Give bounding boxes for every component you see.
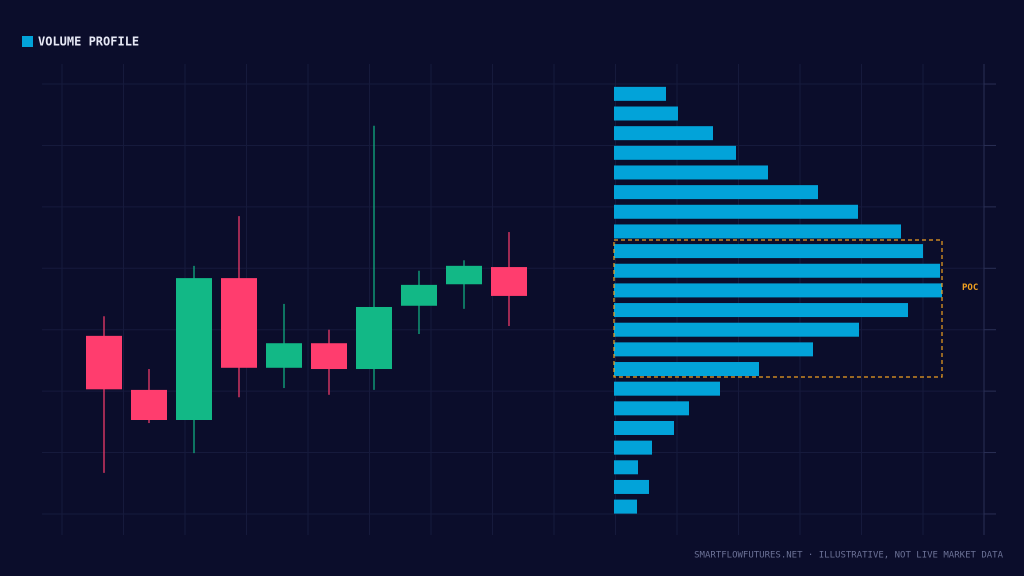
legend-swatch [22,36,33,47]
profile-bar [614,165,768,180]
profile-bar [614,303,908,318]
profile-bar [614,283,942,298]
candle-body [86,335,122,390]
profile-bar [614,479,649,494]
profile-bar [614,401,689,416]
candle-body [356,306,392,370]
candle-body [446,265,482,285]
candle-body [401,284,437,306]
profile-bar [614,322,859,337]
footer: SMARTFLOWFUTURES.NET · ILLUSTRATIVE, NOT… [694,551,1003,561]
profile-bar [614,263,940,278]
candle-body [131,389,167,420]
profile-bar [614,342,813,357]
profile-bar [614,145,736,160]
profile-bar [614,420,674,435]
profile-bar [614,106,678,121]
profile-bar [614,185,818,200]
candle-body [491,267,527,296]
profile-bar [614,440,652,455]
profile-bar [614,126,713,141]
value-area [613,239,943,378]
candle-body [221,278,257,368]
profile-bar [614,224,901,239]
profile-bar [614,244,923,259]
profile-bar [614,204,858,219]
chart-title: VOLUME PROFILE [38,35,139,49]
profile-bar [614,381,720,396]
profile-bar [614,499,637,514]
candle-body [266,343,302,368]
profile-bar [614,362,759,377]
profile-bar [614,460,638,475]
candle-body [176,278,212,420]
candle-body [311,343,347,370]
profile-bar [614,86,666,101]
poc-label: POC [962,283,978,293]
